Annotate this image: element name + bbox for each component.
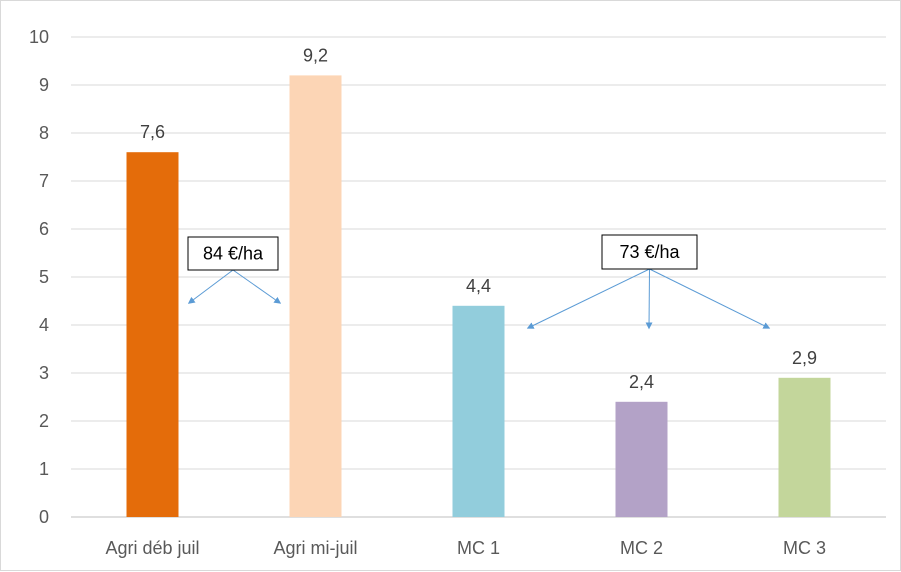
y-tick-label: 9: [39, 75, 49, 95]
y-tick-label: 7: [39, 171, 49, 191]
data-label: 9,2: [303, 45, 328, 65]
data-label: 4,4: [466, 276, 491, 296]
y-tick-label: 8: [39, 123, 49, 143]
annotation-label: 84 €/ha: [203, 244, 264, 264]
y-tick-label: 1: [39, 459, 49, 479]
x-axis: Agri déb juil Agri mi-juil MC 1 MC 2 MC 3: [105, 538, 826, 558]
annotations: 84 €/ha 73 €/ha: [187, 234, 771, 330]
bar: [126, 152, 179, 517]
x-tick-label: MC 3: [783, 538, 826, 558]
bar: [289, 75, 342, 518]
y-tick-label: 6: [39, 219, 49, 239]
bar: [778, 377, 831, 517]
bar: [452, 305, 505, 517]
annotation-label: 73 €/ha: [619, 242, 680, 262]
data-labels: 7,6 9,2 4,4 2,4 2,9: [140, 45, 817, 391]
y-axis: 0 1 2 3 4 5 6 7 8 9 10: [29, 27, 49, 527]
x-tick-label: Agri déb juil: [105, 538, 199, 558]
bars: [126, 75, 831, 518]
annotation-arrow: [649, 268, 771, 329]
annotation-box: [601, 234, 698, 270]
data-label: 2,4: [629, 372, 654, 392]
data-label: 2,9: [792, 348, 817, 368]
data-label: 7,6: [140, 122, 165, 142]
annotation-arrow: [645, 268, 653, 330]
annotation-arrow: [232, 269, 282, 304]
x-tick-label: MC 1: [457, 538, 500, 558]
annotation-arrow: [526, 268, 650, 329]
bar: [615, 401, 668, 517]
y-tick-label: 10: [29, 27, 49, 47]
y-tick-label: 3: [39, 363, 49, 383]
y-tick-label: 0: [39, 507, 49, 527]
y-tick-label: 5: [39, 267, 49, 287]
annotation-box: [187, 236, 279, 271]
y-tick-label: 4: [39, 315, 49, 335]
annotation-arrow: [187, 269, 234, 304]
y-tick-label: 2: [39, 411, 49, 431]
x-tick-label: MC 2: [620, 538, 663, 558]
x-tick-label: Agri mi-juil: [273, 538, 357, 558]
